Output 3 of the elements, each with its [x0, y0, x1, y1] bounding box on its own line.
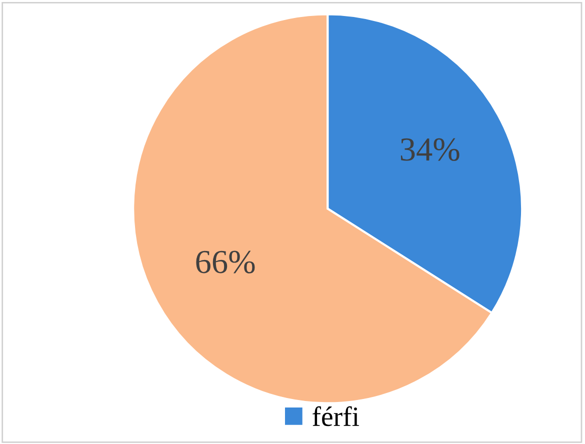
data-label: 66% [196, 250, 255, 274]
legend-label: férfi [312, 406, 360, 426]
data-label: 34% [400, 138, 460, 161]
